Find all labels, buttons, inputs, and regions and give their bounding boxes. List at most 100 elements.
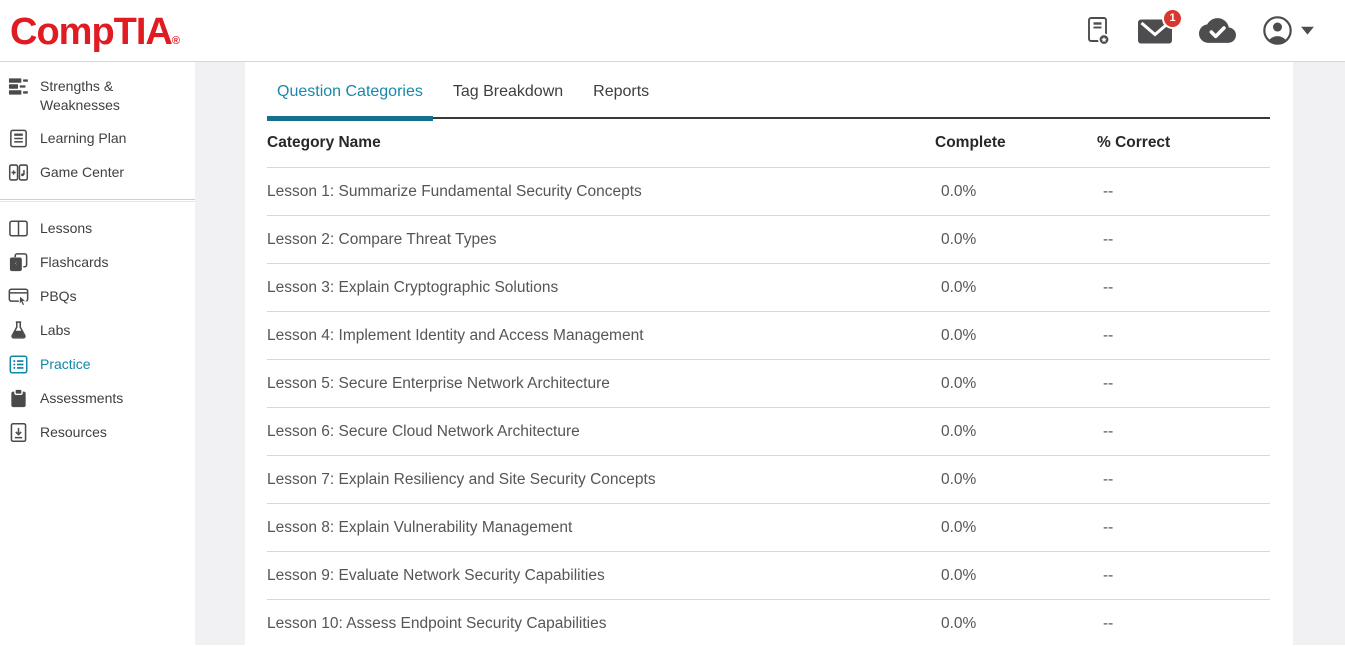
sidebar-item-label: Resources [40, 424, 107, 440]
pbqs-icon [8, 286, 29, 307]
table-row[interactable]: Lesson 10: Assess Endpoint Security Capa… [267, 600, 1270, 645]
top-header: CompTIA ® 1 [0, 0, 1345, 62]
table-row[interactable]: Lesson 5: Secure Enterprise Network Arch… [267, 360, 1270, 408]
percent-correct-cell: -- [1103, 614, 1114, 632]
categories-table: Category Name Complete % Correct Lesson … [267, 119, 1270, 645]
lessons-icon [8, 218, 29, 239]
complete-cell: 0.0% [941, 374, 977, 392]
category-name-cell: Lesson 4: Implement Identity and Access … [267, 326, 644, 344]
tab-bar: Question Categories Tag Breakdown Reports [267, 75, 1270, 121]
header-icon-bar: 1 [1085, 7, 1315, 46]
assessments-icon [8, 388, 29, 409]
sidebar-item-strengths-weaknesses[interactable]: Strengths & Weaknesses [0, 70, 195, 122]
learning-plan-icon [8, 128, 29, 149]
table-header-row: Category Name Complete % Correct [267, 119, 1270, 168]
sidebar-item-labs[interactable]: Labs [0, 314, 195, 348]
percent-correct-cell: -- [1103, 374, 1114, 392]
main-content: Question Categories Tag Breakdown Reports … [245, 62, 1293, 645]
column-header-category-name: Category Name [267, 134, 381, 151]
sidebar-item-label: Labs [40, 322, 71, 338]
resources-icon [8, 422, 29, 443]
percent-correct-cell: -- [1103, 518, 1114, 536]
column-header-complete: Complete [935, 134, 1006, 151]
category-name-cell: Lesson 3: Explain Cryptographic Solution… [267, 278, 559, 296]
account-icon [1262, 15, 1293, 46]
comptia-logo[interactable]: CompTIA ® [10, 11, 180, 51]
percent-correct-cell: -- [1103, 422, 1114, 440]
sync-cloud-icon[interactable] [1199, 15, 1236, 46]
table-body: Lesson 1: Summarize Fundamental Security… [267, 168, 1270, 645]
table-row[interactable]: Lesson 6: Secure Cloud Network Architect… [267, 408, 1270, 456]
percent-correct-cell: -- [1103, 326, 1114, 344]
percent-correct-cell: -- [1103, 566, 1114, 584]
logo-wordmark: CompTIA [10, 10, 173, 53]
sidebar-item-flashcards[interactable]: Flashcards [0, 246, 195, 280]
sidebar-group-plan: Strengths & Weaknesses Learning Plan Gam… [0, 70, 195, 190]
sidebar-item-pbqs[interactable]: PBQs [0, 280, 195, 314]
percent-correct-cell: -- [1103, 230, 1114, 248]
category-name-cell: Lesson 5: Secure Enterprise Network Arch… [267, 374, 610, 392]
chevron-down-icon [1300, 25, 1315, 36]
sidebar-divider [0, 199, 195, 202]
table-row[interactable]: Lesson 4: Implement Identity and Access … [267, 312, 1270, 360]
column-header-percent-correct: % Correct [1097, 134, 1171, 151]
complete-cell: 0.0% [941, 230, 977, 248]
percent-correct-cell: -- [1103, 182, 1114, 200]
category-name-cell: Lesson 1: Summarize Fundamental Security… [267, 182, 642, 200]
registered-trademark: ® [171, 34, 180, 47]
category-name-cell: Lesson 6: Secure Cloud Network Architect… [267, 422, 580, 440]
sidebar-group-study: Lessons Flashcards PBQs Labs Practice As… [0, 212, 195, 450]
category-name-cell: Lesson 2: Compare Threat Types [267, 230, 497, 248]
labs-icon [8, 320, 29, 341]
left-gutter [195, 62, 245, 645]
tab-tag-breakdown[interactable]: Tag Breakdown [452, 83, 564, 100]
tab-reports[interactable]: Reports [593, 83, 650, 100]
complete-cell: 0.0% [941, 422, 977, 440]
complete-cell: 0.0% [941, 518, 977, 536]
table-row[interactable]: Lesson 7: Explain Resiliency and Site Se… [267, 456, 1270, 504]
category-name-cell: Lesson 9: Evaluate Network Security Capa… [267, 566, 605, 584]
sidebar-item-practice[interactable]: Practice [0, 348, 195, 382]
tab-question-categories[interactable]: Question Categories [267, 75, 433, 121]
sidebar-item-label: Practice [40, 356, 91, 372]
sidebar-item-game-center[interactable]: Game Center [0, 156, 195, 190]
complete-cell: 0.0% [941, 614, 977, 632]
table-row[interactable]: Lesson 8: Explain Vulnerability Manageme… [267, 504, 1270, 552]
sidebar-item-label: Flashcards [40, 254, 109, 270]
category-name-cell: Lesson 10: Assess Endpoint Security Capa… [267, 614, 607, 632]
percent-correct-cell: -- [1103, 278, 1114, 296]
sidebar-nav: Strengths & Weaknesses Learning Plan Gam… [0, 62, 195, 645]
score-report-icon[interactable] [1085, 16, 1111, 46]
game-center-icon [8, 162, 29, 183]
right-gutter [1293, 62, 1345, 645]
messages-badge: 1 [1162, 7, 1183, 29]
sidebar-item-label: Lessons [40, 220, 93, 236]
complete-cell: 0.0% [941, 326, 977, 344]
table-row[interactable]: Lesson 3: Explain Cryptographic Solution… [267, 264, 1270, 312]
sidebar-item-assessments[interactable]: Assessments [0, 382, 195, 416]
sidebar-item-label: PBQs [40, 288, 77, 304]
flashcards-icon [8, 252, 29, 273]
sidebar-item-label: Strengths & Weaknesses [40, 78, 120, 113]
category-name-cell: Lesson 8: Explain Vulnerability Manageme… [267, 518, 573, 536]
strengths-icon [8, 76, 29, 97]
sidebar-item-lessons[interactable]: Lessons [0, 212, 195, 246]
category-name-cell: Lesson 7: Explain Resiliency and Site Se… [267, 470, 656, 488]
table-row[interactable]: Lesson 9: Evaluate Network Security Capa… [267, 552, 1270, 600]
practice-icon [8, 354, 29, 375]
account-menu[interactable] [1262, 15, 1315, 46]
page-body: Strengths & Weaknesses Learning Plan Gam… [0, 62, 1345, 645]
sidebar-item-label: Assessments [40, 390, 124, 406]
percent-correct-cell: -- [1103, 470, 1114, 488]
table-row[interactable]: Lesson 2: Compare Threat Types 0.0% -- [267, 216, 1270, 264]
sidebar-item-label: Game Center [40, 164, 125, 180]
table-row[interactable]: Lesson 1: Summarize Fundamental Security… [267, 168, 1270, 216]
sidebar-item-resources[interactable]: Resources [0, 416, 195, 450]
complete-cell: 0.0% [941, 566, 977, 584]
sidebar-item-learning-plan[interactable]: Learning Plan [0, 122, 195, 156]
complete-cell: 0.0% [941, 182, 977, 200]
complete-cell: 0.0% [941, 470, 977, 488]
complete-cell: 0.0% [941, 278, 977, 296]
messages-icon[interactable]: 1 [1137, 7, 1183, 45]
